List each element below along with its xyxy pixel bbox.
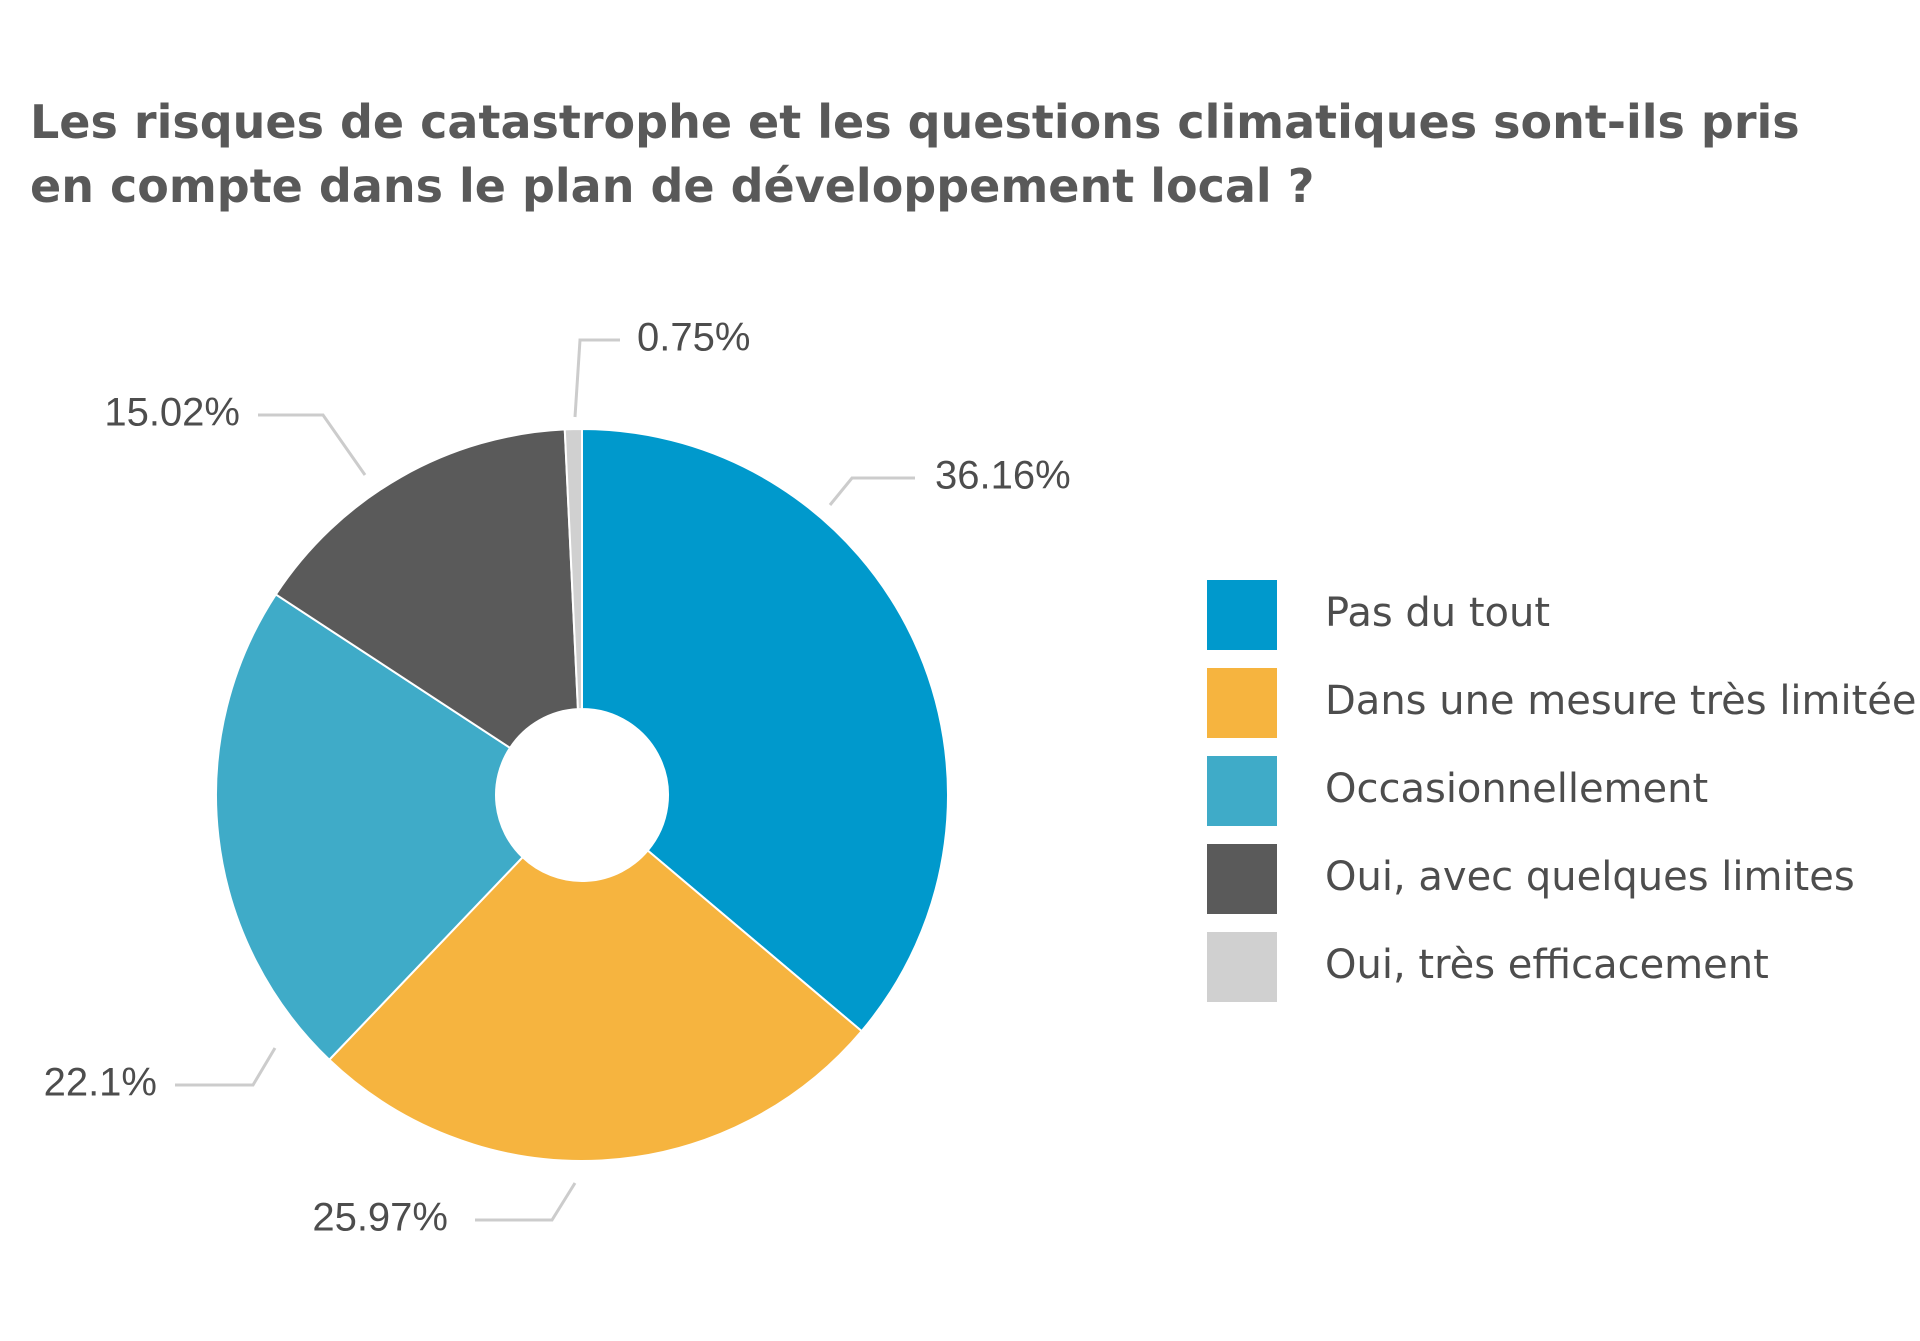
legend-swatch-oui-avec-quelques-limites: [1207, 844, 1277, 914]
legend-swatch-oui-tres-efficacement: [1207, 932, 1277, 1002]
legend-label-oui-avec-quelques-limites: Oui, avec quelques limites: [1325, 854, 1855, 900]
legend-label-oui-tres-efficacement: Oui, très efficacement: [1325, 942, 1769, 988]
data-labels-group: 36.16% 25.97% 22.1% 15.02% 0.75%: [44, 316, 1071, 1240]
legend-label-pas-du-tout: Pas du tout: [1325, 590, 1550, 636]
legend-swatch-pas-du-tout: [1207, 580, 1277, 650]
slice-oui-tres-efficacement: [563, 427, 583, 711]
leader-line-pas-du-tout: [828, 476, 915, 506]
chart-title-line-2: en compte dans le plan de développement …: [30, 159, 1315, 213]
legend-label-dans-une-mesure-tres-limitee: Dans une mesure très limitée: [1325, 678, 1917, 724]
chart-title-line-1: Les risques de catastrophe et les questi…: [30, 95, 1800, 149]
slice-occasionnellement: [215, 593, 525, 1062]
data-label-oui-tres-efficacement: 0.75%: [637, 316, 750, 360]
leader-line-oui-avec-quelques-limites: [258, 413, 367, 476]
data-label-occasionnellement: 22.1%: [44, 1061, 157, 1105]
data-label-oui-avec-quelques-limites: 15.02%: [104, 391, 240, 435]
data-label-dans-une-mesure-tres-limitee: 25.97%: [312, 1196, 448, 1240]
slice-dans-une-mesure-tres-limitee: [327, 849, 864, 1162]
legend-label-occasionnellement: Occasionnellement: [1325, 766, 1708, 812]
leader-line-dans-une-mesure-tres-limitee: [475, 1182, 577, 1222]
slice-oui-avec-quelques-limites: [274, 428, 579, 750]
leader-line-oui-tres-efficacement: [573, 338, 620, 418]
legend-swatch-dans-une-mesure-tres-limitee: [1207, 668, 1277, 738]
slices-group: [215, 427, 949, 1162]
leader-lines-group: [175, 338, 915, 1222]
slice-pas-du-tout: [581, 427, 949, 1033]
legend: Pas du tout Dans une mesure très limitée O…: [1207, 580, 1917, 1002]
chart-title: Les risques de catastrophe et les questi…: [30, 90, 1830, 218]
leader-line-occasionnellement: [175, 1047, 277, 1087]
legend-swatch-occasionnellement: [1207, 756, 1277, 826]
data-label-pas-du-tout: 36.16%: [935, 454, 1071, 498]
